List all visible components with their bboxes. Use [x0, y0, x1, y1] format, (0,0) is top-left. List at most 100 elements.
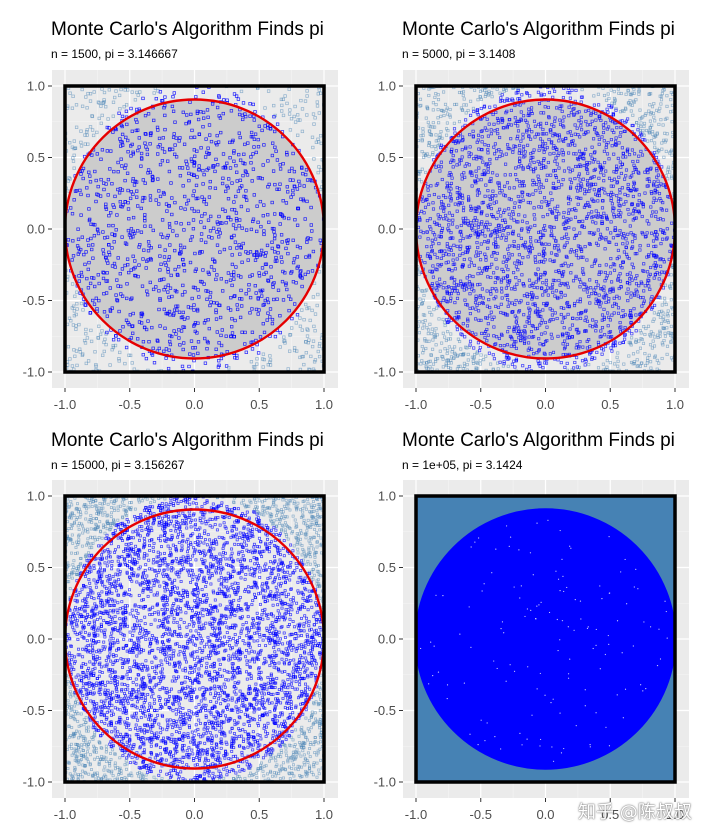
- point-inside: [95, 152, 99, 156]
- point-inside: [221, 176, 225, 180]
- point-inside: [232, 273, 236, 277]
- point-outside: [123, 88, 127, 92]
- point-inside: [262, 272, 266, 276]
- point-inside: [154, 97, 158, 101]
- point-inside: [260, 176, 264, 181]
- point-outside: [295, 349, 299, 353]
- point-inside: [182, 317, 187, 321]
- point-inside: [256, 220, 260, 224]
- point-inside: [277, 187, 281, 191]
- point-inside: [271, 141, 275, 145]
- point-inside: [271, 285, 275, 289]
- point-inside: [190, 235, 194, 239]
- point-inside: [162, 307, 166, 312]
- point-inside: [172, 329, 176, 333]
- point-outside: [79, 301, 84, 306]
- point-inside: [182, 228, 186, 232]
- point-inside: [258, 199, 263, 204]
- point-outside: [68, 357, 72, 361]
- point-inside: [281, 269, 285, 274]
- point-inside: [205, 347, 209, 351]
- point-inside: [140, 312, 145, 317]
- point-inside: [187, 171, 191, 176]
- point-inside: [286, 251, 290, 256]
- point-inside: [96, 273, 100, 277]
- point-outside: [117, 359, 121, 363]
- point-inside: [66, 238, 71, 242]
- point-inside: [183, 207, 187, 211]
- point-inside: [256, 351, 261, 355]
- point-inside: [201, 125, 205, 129]
- point-inside: [216, 163, 220, 167]
- point-inside: [141, 178, 145, 182]
- point-inside: [244, 250, 248, 254]
- point-inside: [169, 181, 173, 185]
- point-inside: [158, 297, 162, 301]
- point-inside: [197, 168, 201, 172]
- point-inside: [101, 248, 105, 252]
- point-inside: [141, 257, 145, 261]
- point-inside: [149, 258, 153, 262]
- point-inside: [203, 155, 208, 159]
- point-inside: [206, 289, 210, 293]
- point-inside: [143, 141, 147, 145]
- point-inside: [241, 101, 246, 105]
- point-inside: [214, 317, 219, 321]
- point-inside: [200, 195, 204, 199]
- point-inside: [285, 287, 289, 292]
- x-tick-label: 0.5: [601, 397, 619, 412]
- point-inside: [306, 270, 310, 274]
- point-inside: [234, 194, 238, 199]
- point-inside: [170, 212, 174, 217]
- point-outside: [305, 94, 309, 98]
- point-inside: [255, 255, 259, 259]
- point-inside: [235, 246, 239, 250]
- point-inside: [219, 343, 224, 348]
- point-inside: [309, 237, 313, 241]
- point-outside: [305, 89, 309, 93]
- point-outside: [88, 99, 93, 103]
- point-inside: [193, 251, 197, 256]
- point-inside: [179, 247, 183, 251]
- point-inside: [285, 185, 289, 189]
- point-inside: [310, 269, 315, 273]
- point-inside: [124, 135, 128, 140]
- point-inside: [120, 188, 125, 192]
- point-inside: [137, 136, 141, 140]
- point-inside: [229, 273, 234, 277]
- point-outside: [300, 308, 304, 312]
- point-outside: [261, 365, 265, 369]
- point-inside: [79, 192, 83, 197]
- point-inside: [191, 353, 196, 357]
- point-inside: [86, 267, 90, 272]
- point-inside: [215, 105, 220, 110]
- point-inside: [167, 169, 172, 174]
- point-inside: [180, 293, 185, 297]
- point-inside: [256, 297, 260, 301]
- point-outside: [251, 365, 256, 369]
- point-inside: [208, 133, 212, 137]
- point-inside: [305, 237, 309, 241]
- point-outside: [314, 140, 319, 144]
- point-inside: [97, 298, 101, 303]
- point-inside: [270, 153, 275, 158]
- point-inside: [293, 218, 297, 222]
- point-inside: [240, 330, 244, 334]
- point-inside: [270, 240, 274, 244]
- point-inside: [291, 192, 295, 197]
- point-inside: [295, 313, 300, 317]
- point-inside: [243, 330, 247, 335]
- point-inside: [287, 308, 291, 313]
- point-inside: [285, 150, 289, 155]
- point-inside: [265, 243, 270, 248]
- point-inside: [150, 325, 154, 330]
- point-inside: [212, 301, 216, 305]
- point-outside: [88, 125, 93, 129]
- point-inside: [137, 107, 141, 111]
- point-inside: [238, 252, 242, 256]
- point-outside: [70, 282, 75, 286]
- point-inside: [244, 189, 248, 193]
- point-inside: [170, 104, 175, 109]
- point-inside: [196, 340, 201, 344]
- point-inside: [202, 199, 206, 204]
